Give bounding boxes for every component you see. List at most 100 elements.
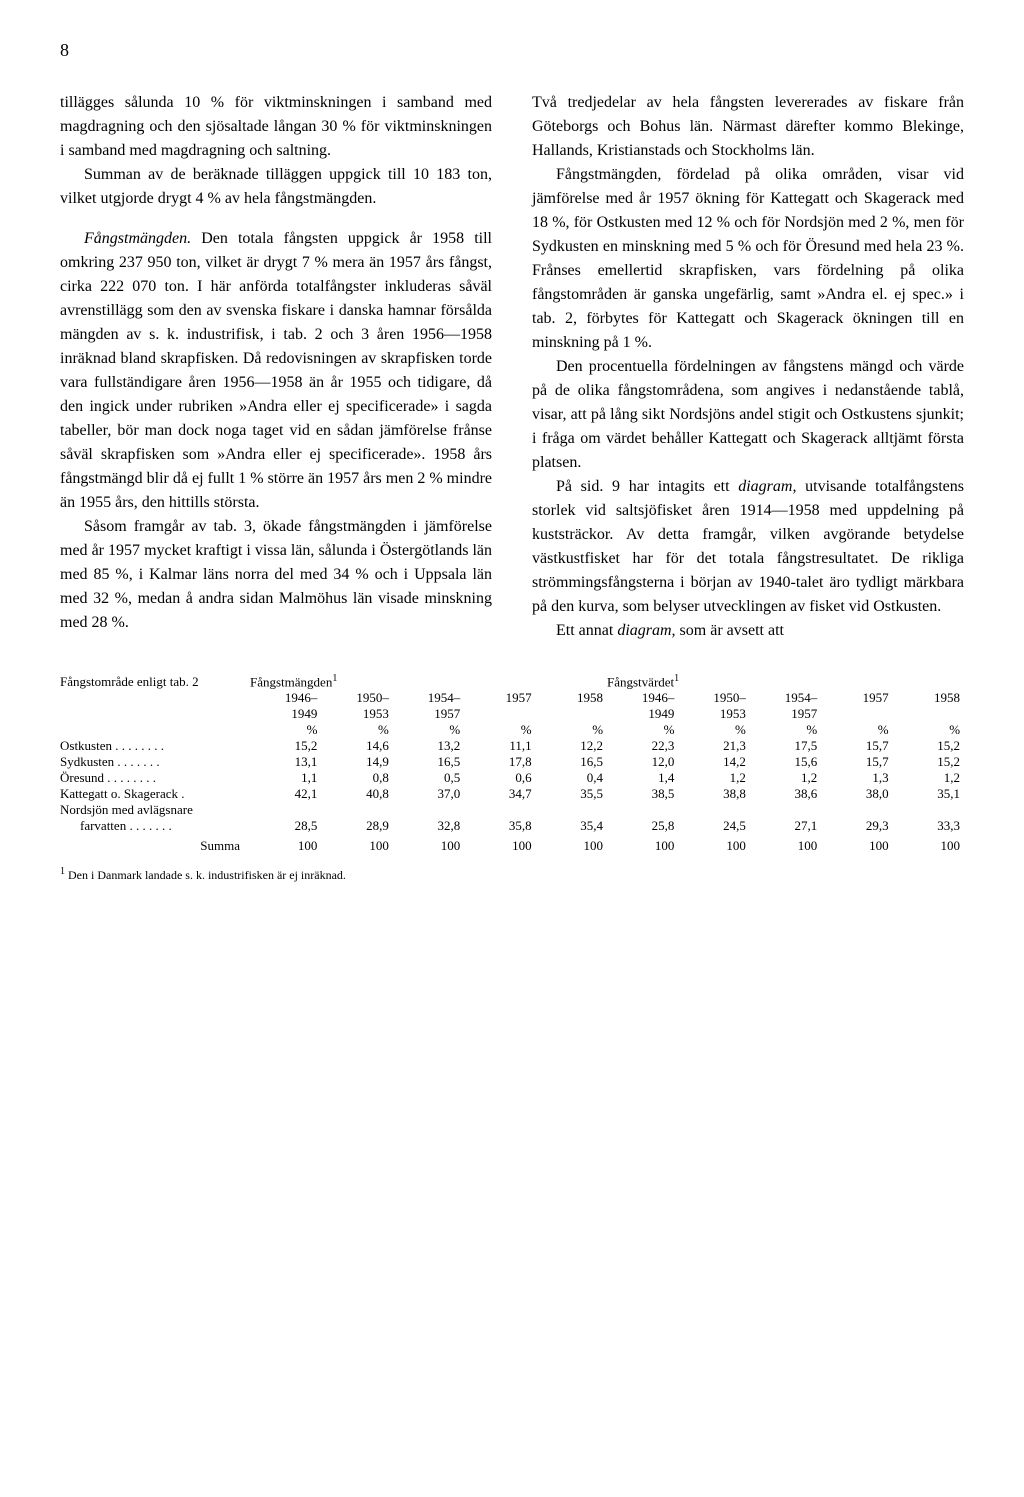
table-cell: 32,8 (393, 818, 464, 834)
table-cell: 21,3 (678, 738, 749, 754)
table-cell: % (464, 722, 535, 738)
paragraph: Två tredjedelar av hela fångsten leverer… (532, 91, 964, 163)
table-period-header: 1946–1949 (607, 690, 678, 722)
table-cell: 16,5 (536, 754, 607, 770)
paragraph: tillägges sålunda 10 % för viktminskning… (60, 91, 492, 163)
table-cell: 15,2 (893, 754, 964, 770)
paragraph-text: Den totala fångsten uppgick år 1958 till… (60, 230, 492, 511)
table-cell: % (393, 722, 464, 738)
table-cell: 38,5 (607, 786, 678, 802)
table-cell: 42,1 (250, 786, 321, 802)
table-row: Sydkusten . . . . . . .13,114,916,517,81… (60, 754, 964, 770)
table-cell: 15,2 (250, 738, 321, 754)
table-cell: 1,3 (821, 770, 892, 786)
table-cell: 0,4 (536, 770, 607, 786)
paragraph-text: På sid. 9 har intagits ett (556, 478, 738, 495)
table-cell: 40,8 (321, 786, 392, 802)
paragraph: På sid. 9 har intagits ett diagram, utvi… (532, 475, 964, 619)
table-period-header: 1957 (464, 690, 535, 722)
left-column: tillägges sålunda 10 % för viktminskning… (60, 91, 492, 643)
table-cell: 1,2 (678, 770, 749, 786)
table-row: Ostkusten . . . . . . . .15,214,613,211,… (60, 738, 964, 754)
table-cell: 0,8 (321, 770, 392, 786)
table-period-header: 1958 (893, 690, 964, 722)
table-cell: 1,1 (250, 770, 321, 786)
paragraph: Den procentuella fördelningen av fångste… (532, 355, 964, 475)
paragraph-text: som är avsett att (676, 622, 784, 639)
paragraph: Ett annat diagram, som är avsett att (532, 619, 964, 643)
table-cell: 14,9 (321, 754, 392, 770)
table-cell: 100 (750, 838, 821, 854)
table-cell: 100 (321, 838, 392, 854)
table-cell: 1,2 (893, 770, 964, 786)
footnote-text: Den i Danmark landade s. k. industrifisk… (65, 868, 346, 882)
table-period-header: 1950–1953 (321, 690, 392, 722)
table-cell: 16,5 (393, 754, 464, 770)
table-cell: 100 (607, 838, 678, 854)
table-cell: 15,7 (821, 754, 892, 770)
table-cell: 25,8 (607, 818, 678, 834)
table-cell: % (607, 722, 678, 738)
italic-lead: Fångstmängden. (84, 230, 191, 247)
table-cell: 28,9 (321, 818, 392, 834)
table-cell: 38,0 (821, 786, 892, 802)
group-header-1: Fångstmängden (250, 674, 332, 689)
table-cell: 0,5 (393, 770, 464, 786)
table-cell: % (678, 722, 749, 738)
table-cell: 24,5 (678, 818, 749, 834)
table-cell: 17,8 (464, 754, 535, 770)
table-row-label: Öresund . . . . . . . . (60, 770, 250, 786)
table-cell: 100 (393, 838, 464, 854)
table-row-label: Sydkusten . . . . . . . (60, 754, 250, 770)
superscript: 1 (332, 673, 337, 684)
group-header-2: Fångstvärdet (607, 674, 674, 689)
table-cell: 12,0 (607, 754, 678, 770)
table-row: Kattegatt o. Skagerack .42,140,837,034,7… (60, 786, 964, 802)
table-row: farvatten . . . . . . .28,528,932,835,83… (60, 818, 964, 834)
table-cell: 29,3 (821, 818, 892, 834)
table-row-label: Kattegatt o. Skagerack . (60, 786, 250, 802)
table-period-header: 1946–1949 (250, 690, 321, 722)
table-cell: 35,4 (536, 818, 607, 834)
paragraph-text: Ett annat (556, 622, 617, 639)
table-cell: % (250, 722, 321, 738)
table-row: Öresund . . . . . . . .1,10,80,50,60,4 1,… (60, 770, 964, 786)
paragraph: Såsom framgår av tab. 3, ökade fångstmän… (60, 515, 492, 635)
table-cell: 100 (536, 838, 607, 854)
table-period-header-row: 1946–19491950–19531954–195719571958 1946… (60, 690, 964, 722)
table-cell: 0,6 (464, 770, 535, 786)
table-cell: 17,5 (750, 738, 821, 754)
table-cell: 22,3 (607, 738, 678, 754)
table-cell: % (750, 722, 821, 738)
table-cell: 38,6 (750, 786, 821, 802)
italic-word: diagram, (738, 478, 796, 495)
table-row-label: Ostkusten . . . . . . . . (60, 738, 250, 754)
table-cell: 13,2 (393, 738, 464, 754)
table-cell: 12,2 (536, 738, 607, 754)
table-cell: 15,6 (750, 754, 821, 770)
table-period-header: 1950–1953 (678, 690, 749, 722)
table-cell: 27,1 (750, 818, 821, 834)
table-cell: 15,2 (893, 738, 964, 754)
table-cell: 11,1 (464, 738, 535, 754)
table-row: Nordsjön med avlägsnare (60, 802, 964, 818)
paragraph-text: utvisande totalfångstens storlek vid sal… (532, 478, 964, 615)
paragraph: Fångstmängden. Den totala fångsten uppgi… (60, 227, 492, 515)
table-cell: 33,3 (893, 818, 964, 834)
table-cell: 35,1 (893, 786, 964, 802)
table-cell: 13,1 (250, 754, 321, 770)
body-text: tillägges sålunda 10 % för viktminskning… (60, 91, 964, 643)
table-cell: % (821, 722, 892, 738)
table-cell: 1,2 (750, 770, 821, 786)
table-cell: 14,6 (321, 738, 392, 754)
table-cell: 35,8 (464, 818, 535, 834)
table-cell: 100 (893, 838, 964, 854)
italic-word: diagram, (617, 622, 675, 639)
table-row-label: Nordsjön med avlägsnare (60, 802, 250, 818)
table-cell: 15,7 (821, 738, 892, 754)
table-period-header: 1954–1957 (750, 690, 821, 722)
superscript: 1 (674, 673, 679, 684)
summa-label: Summa (60, 838, 250, 854)
table-period-header: 1958 (536, 690, 607, 722)
table-corner-label: Fångstområde enligt tab. 2 (60, 674, 250, 690)
